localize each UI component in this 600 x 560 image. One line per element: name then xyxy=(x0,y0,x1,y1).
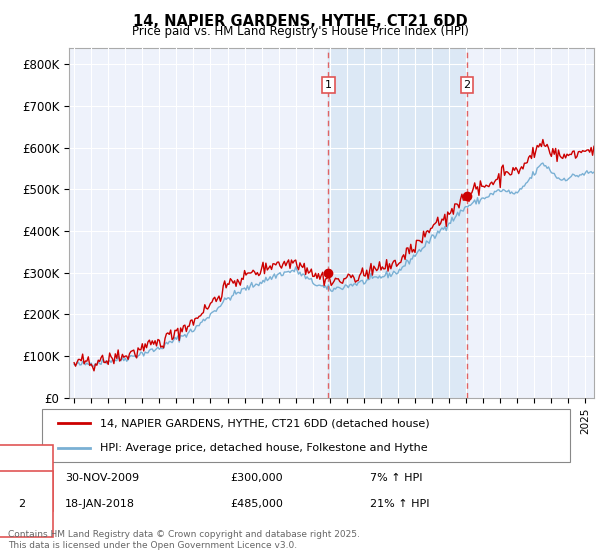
Text: £485,000: £485,000 xyxy=(230,499,283,509)
Bar xyxy=(328,48,467,398)
Text: 1: 1 xyxy=(325,80,332,90)
Text: Contains HM Land Registry data © Crown copyright and database right 2025.
This d: Contains HM Land Registry data © Crown c… xyxy=(8,530,360,549)
Text: 1: 1 xyxy=(19,473,25,483)
Text: HPI: Average price, detached house, Folkestone and Hythe: HPI: Average price, detached house, Folk… xyxy=(100,442,428,452)
Text: Price paid vs. HM Land Registry's House Price Index (HPI): Price paid vs. HM Land Registry's House … xyxy=(131,25,469,38)
Text: 21% ↑ HPI: 21% ↑ HPI xyxy=(370,499,430,509)
Text: 7% ↑ HPI: 7% ↑ HPI xyxy=(370,473,422,483)
Text: 30-NOV-2009: 30-NOV-2009 xyxy=(65,473,139,483)
Text: 2: 2 xyxy=(463,80,470,90)
Text: 14, NAPIER GARDENS, HYTHE, CT21 6DD (detached house): 14, NAPIER GARDENS, HYTHE, CT21 6DD (det… xyxy=(100,418,430,428)
FancyBboxPatch shape xyxy=(42,409,570,462)
Text: 2: 2 xyxy=(19,499,26,509)
Text: £300,000: £300,000 xyxy=(230,473,283,483)
Text: 14, NAPIER GARDENS, HYTHE, CT21 6DD: 14, NAPIER GARDENS, HYTHE, CT21 6DD xyxy=(133,14,467,29)
Text: 18-JAN-2018: 18-JAN-2018 xyxy=(65,499,135,509)
